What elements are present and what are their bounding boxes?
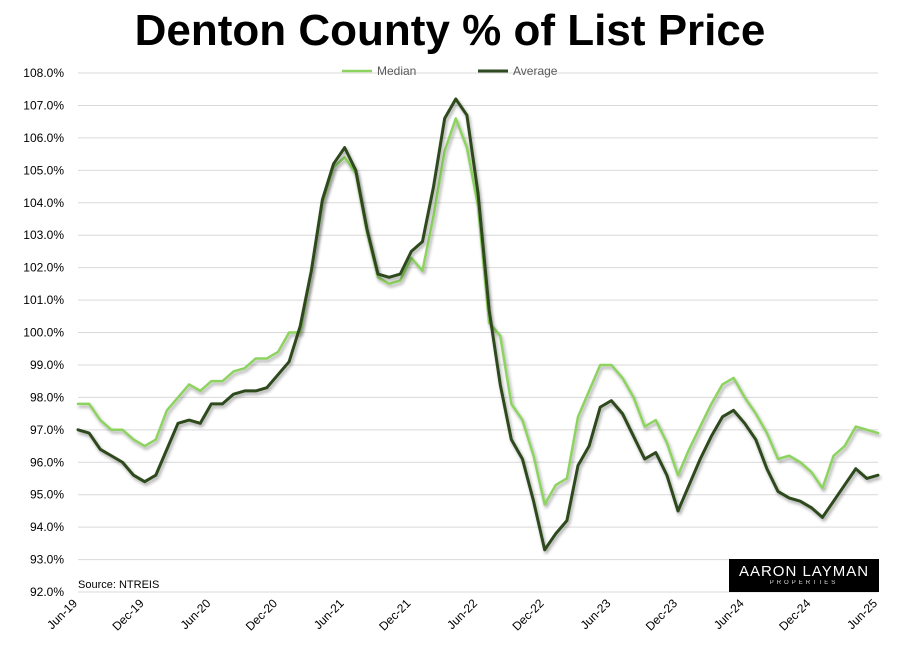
- x-tick-label: Jun-24: [711, 596, 747, 632]
- y-tick-label: 105.0%: [23, 163, 64, 177]
- y-tick-label: 108.0%: [23, 66, 64, 80]
- y-axis-ticks: 92.0% 93.0% 94.0% 95.0% 96.0% 97.0% 98.0% 99.0%…: [23, 66, 64, 599]
- x-tick-label: Dec-21: [376, 596, 413, 633]
- x-tick-label: Jun-23: [578, 596, 614, 632]
- y-tick-label: 103.0%: [23, 228, 64, 242]
- series-lines: [76, 97, 880, 552]
- chart-title: Denton County % of List Price: [134, 6, 766, 55]
- x-tick-label: Jun-25: [844, 596, 880, 632]
- x-tick-label: Dec-22: [510, 596, 547, 633]
- y-tick-label: 97.0%: [30, 423, 64, 437]
- x-tick-label: Jun-20: [178, 596, 214, 632]
- y-tick-label: 96.0%: [30, 455, 64, 469]
- x-tick-label: Jun-19: [44, 596, 80, 632]
- source-note: Source: NTREIS: [78, 579, 159, 591]
- x-tick-label: Dec-23: [643, 596, 680, 633]
- legend-label-median: Median: [377, 64, 416, 78]
- y-tick-label: 100.0%: [23, 326, 64, 340]
- x-axis-ticks: Jun-19 Dec-19 Jun-20 Dec-20 Jun-21 Dec-21 Jun-…: [44, 596, 880, 633]
- y-tick-label: 93.0%: [30, 553, 64, 567]
- x-tick-label: Jun-22: [444, 596, 480, 632]
- legend-label-average: Average: [513, 64, 558, 78]
- y-tick-label: 92.0%: [30, 585, 64, 599]
- legend: Median Average: [342, 64, 558, 78]
- x-tick-label: Dec-20: [243, 596, 280, 633]
- y-tick-label: 107.0%: [23, 98, 64, 112]
- series-line-average: [76, 97, 880, 552]
- logo-main-text: AARON LAYMAN: [738, 563, 870, 580]
- x-tick-label: Dec-19: [110, 596, 147, 633]
- gridlines: [78, 72, 878, 593]
- y-tick-label: 104.0%: [23, 196, 64, 210]
- y-tick-label: 102.0%: [23, 261, 64, 275]
- y-tick-label: 94.0%: [30, 520, 64, 534]
- y-tick-label: 106.0%: [23, 131, 64, 145]
- y-tick-label: 99.0%: [30, 358, 64, 372]
- logo-sub-text: PROPERTIES: [769, 580, 839, 586]
- y-tick-label: 98.0%: [30, 390, 64, 404]
- y-tick-label: 101.0%: [23, 293, 64, 307]
- x-tick-label: Dec-24: [776, 596, 813, 633]
- x-tick-label: Jun-21: [311, 596, 347, 632]
- y-tick-label: 95.0%: [30, 488, 64, 502]
- brand-logo: AARON LAYMAN PROPERTIES: [729, 559, 879, 592]
